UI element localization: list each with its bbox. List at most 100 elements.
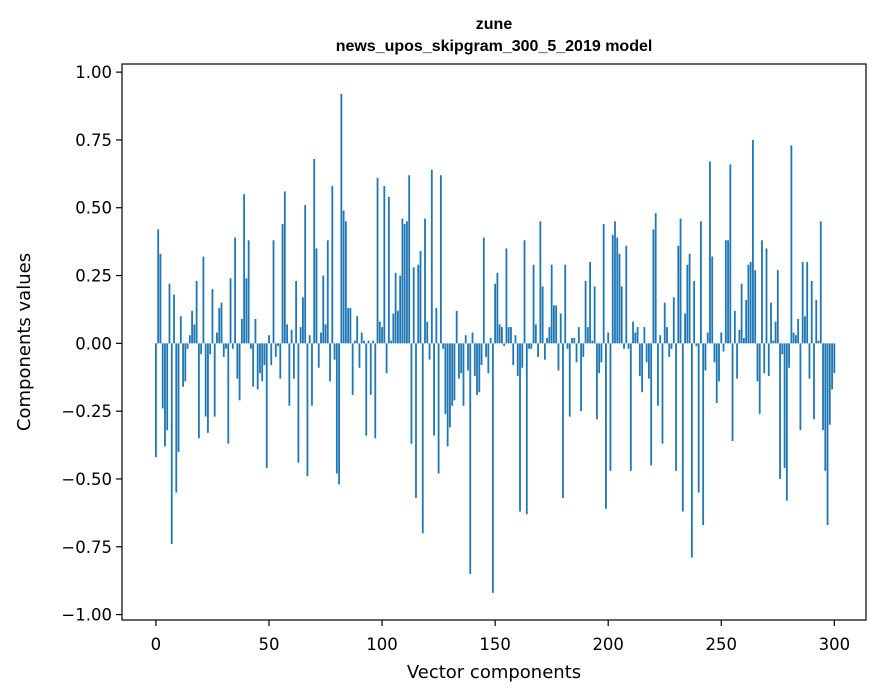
bar-271 [767, 343, 770, 376]
bar-237 [690, 343, 693, 558]
bar-65 [302, 297, 304, 344]
bar-186 [575, 343, 578, 363]
bar-288 [806, 261, 809, 344]
bar-0 [155, 343, 157, 458]
bar-72 [317, 343, 320, 368]
bar-218 [648, 343, 650, 379]
bar-196 [598, 343, 601, 374]
bar-76 [326, 240, 329, 344]
bar-277 [781, 343, 784, 355]
bar-111 [406, 221, 408, 344]
bar-136 [462, 343, 465, 406]
bar-281 [790, 145, 793, 344]
bar-33 [229, 278, 232, 344]
bar-162 [521, 343, 524, 368]
bar-70 [313, 158, 316, 344]
bar-105 [392, 313, 395, 344]
bar-151 [496, 272, 499, 344]
bar-103 [387, 196, 390, 344]
bar-73 [320, 332, 322, 344]
bar-217 [645, 343, 648, 363]
bar-240 [697, 343, 700, 493]
bar-212 [634, 332, 637, 344]
bar-189 [582, 343, 585, 357]
bar-67 [306, 343, 309, 477]
bar-221 [654, 213, 657, 344]
bar-278 [783, 343, 786, 469]
x-axis: 0 50 100 150 200 250 300 [151, 620, 850, 654]
bar-174 [548, 327, 551, 344]
bar-183 [568, 343, 571, 417]
bar-173 [546, 337, 549, 344]
bar-60 [290, 329, 293, 344]
bar-160 [516, 343, 519, 376]
y-tick-label: 1.00 [75, 63, 112, 82]
bar-176 [553, 305, 555, 344]
bar-180 [562, 343, 564, 498]
bar-213 [636, 327, 639, 344]
bar-97 [374, 343, 377, 439]
bar-40 [245, 278, 248, 344]
bar-64 [299, 327, 302, 344]
bar-50 [268, 335, 270, 344]
bar-109 [401, 218, 404, 344]
y-tick-label: 0.25 [75, 267, 112, 286]
bar-44 [254, 318, 257, 344]
bar-169 [537, 343, 539, 357]
bar-203 [614, 221, 616, 344]
bar-81 [338, 343, 340, 485]
x-axis-label: Vector components [407, 662, 581, 683]
x-tick-label: 100 [366, 635, 398, 654]
bar-68 [308, 335, 311, 344]
bar-5 [166, 343, 169, 431]
bar-224 [661, 343, 664, 444]
bar-115 [415, 343, 417, 498]
bar-137 [464, 335, 467, 344]
bar-205 [618, 253, 621, 344]
bar-26 [213, 343, 216, 417]
bar-197 [600, 343, 603, 363]
bar-94 [367, 340, 370, 344]
bar-155 [505, 248, 508, 344]
bar-287 [804, 316, 806, 344]
bar-46 [259, 343, 261, 374]
bar-265 [754, 270, 757, 344]
bar-171 [541, 286, 544, 344]
bar-106 [394, 272, 397, 344]
bar-261 [745, 299, 748, 344]
bar-231 [677, 245, 680, 344]
bar-24 [209, 343, 212, 355]
bar-53 [274, 343, 277, 357]
bar-66 [304, 205, 307, 344]
bar-36 [236, 343, 239, 379]
bar-254 [729, 164, 732, 344]
bar-161 [519, 343, 521, 512]
bar-168 [534, 324, 537, 344]
bar-11 [179, 316, 182, 344]
bar-230 [675, 343, 677, 471]
x-tick-label: 0 [151, 635, 162, 654]
bar-216 [643, 327, 646, 344]
bar-222 [657, 343, 659, 406]
bar-234 [684, 313, 686, 344]
bar-153 [501, 327, 503, 344]
bar-157 [510, 327, 512, 344]
bar-270 [765, 248, 768, 344]
bar-192 [589, 261, 592, 344]
bar-239 [695, 343, 698, 347]
bar-259 [740, 283, 743, 344]
bar-144 [480, 343, 483, 366]
bar-134 [458, 343, 460, 379]
bar-262 [747, 264, 750, 344]
chart-subtitle: news_upos_skipgram_300_5_2019 model [336, 38, 653, 55]
bar-141 [473, 343, 476, 376]
bar-12 [182, 343, 184, 387]
y-tick-label: −1.00 [61, 606, 112, 625]
bar-63 [297, 343, 300, 463]
bar-1 [157, 229, 160, 344]
bar-18 [195, 280, 198, 344]
bar-188 [580, 343, 582, 412]
bar-255 [731, 343, 734, 441]
bar-133 [455, 310, 458, 344]
bar-238 [693, 280, 696, 344]
